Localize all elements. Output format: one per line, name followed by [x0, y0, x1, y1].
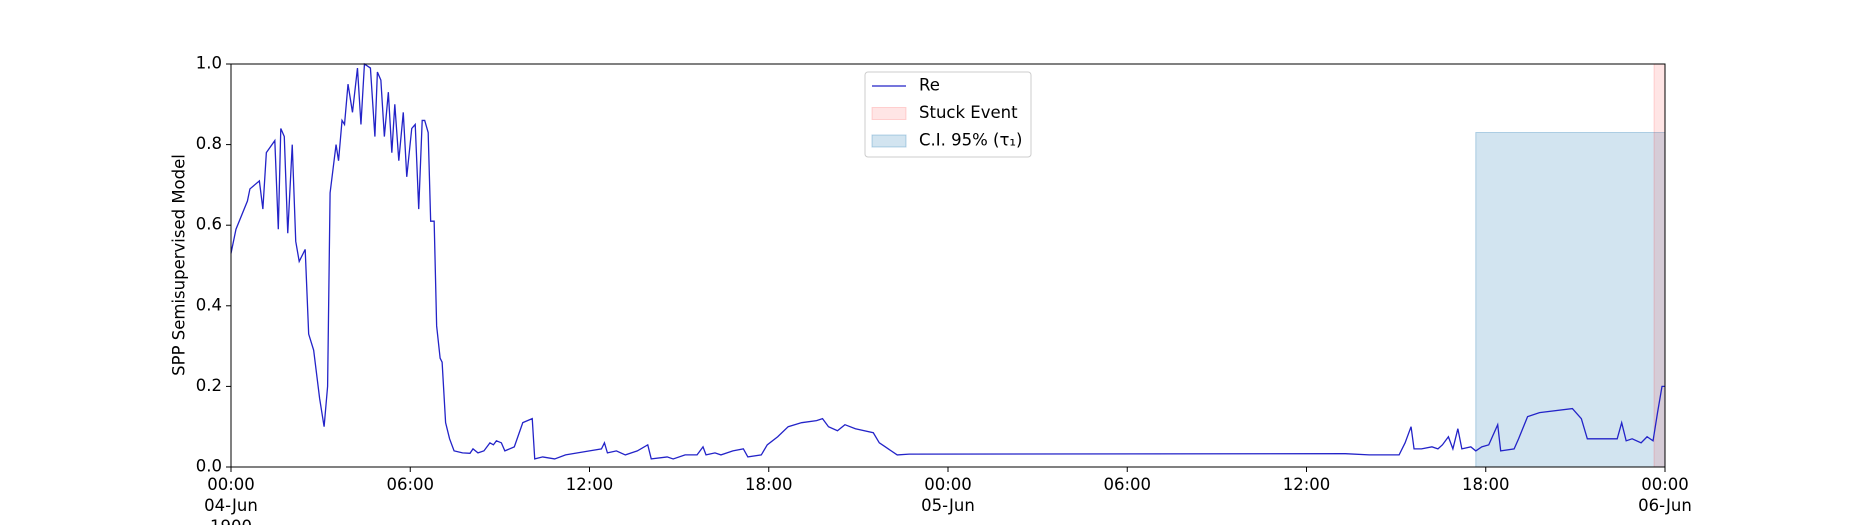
legend-label: Re	[919, 76, 940, 95]
span	[1653, 63, 1666, 468]
x-tick-label: 18:00	[1462, 475, 1510, 494]
x-tick-label: 18:00	[745, 475, 793, 494]
legend-box	[864, 71, 1032, 158]
span	[1475, 132, 1666, 468]
y-tick-label: 0.6	[196, 215, 222, 234]
x-tick-label: 12:00	[1283, 475, 1331, 494]
legend-label: C.I. 95% (τ₁)	[919, 131, 1022, 150]
y-tick-label: 1.0	[196, 54, 222, 73]
x-tick-label: 06:00	[386, 475, 434, 494]
x-tick-label: 00:00 06-Jun	[1638, 475, 1692, 515]
x-tick-label: 06:00	[1103, 475, 1151, 494]
legend-label: Stuck Event	[919, 103, 1018, 122]
x-tick-label: 00:00 05-Jun	[921, 475, 975, 515]
x-tick-label: 12:00	[566, 475, 614, 494]
y-tick-label: 0.4	[196, 295, 222, 314]
series-line	[230, 62, 1665, 460]
legend-handle	[871, 107, 907, 120]
y-axis-label: SPP Semisupervised Model	[170, 154, 189, 376]
y-tick-label: 0.2	[196, 376, 222, 395]
y-tick-label: 0.0	[196, 457, 222, 476]
y-tick-label: 0.8	[196, 134, 222, 153]
legend-handle	[871, 134, 907, 148]
